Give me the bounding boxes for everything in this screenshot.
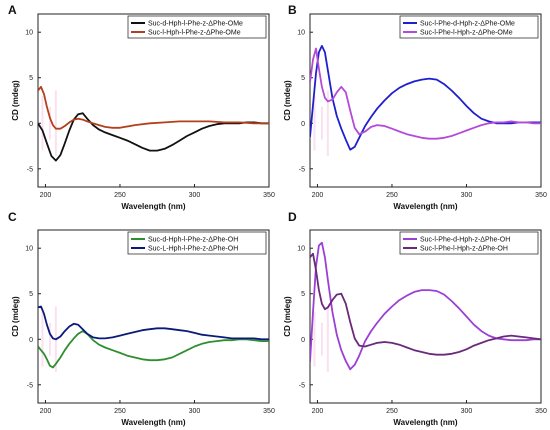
y-tick-label: 10 [297,246,305,253]
x-tick-label: 300 [189,192,201,199]
x-tick-label: 250 [386,408,398,415]
y-tick-label: 5 [301,291,305,298]
y-tick-label: -5 [27,166,33,173]
y-tick-label: 10 [297,30,305,37]
chart-panel-d: D 200 250 300 350 -5 0 5 10 Wavelength (nm) CD (md… [283,210,547,427]
x-tick-label: 300 [461,192,473,199]
noise-band [41,90,57,157]
legend: Suc-d-Hph-l-Phe-z-ΔPhe-OH Suc-L-Hph-l-Phe… [127,231,267,255]
series-line-1 [310,45,541,151]
y-axis-label: CD (mdeg) [283,296,292,337]
y-axis-label: CD (mdeg) [283,80,292,121]
legend: Suc-l-Phe-d-Hph-z-ΔPhe-OMe Suc-l-Phe-l-Hp… [399,15,539,39]
x-tick-label: 200 [40,192,52,199]
legend-label: Suc-l-Phe-l-Hph-z-ΔPhe-OMe [420,30,513,37]
y-tick-label: -5 [299,166,305,173]
plot-frame [309,229,542,404]
x-axis-label: Wavelength (nm) [121,418,185,427]
y-tick-label: -5 [299,382,305,389]
legend: Suc-l-Phe-d-Hph-z-ΔPhe-OH Suc-l-Phe-l-Hph… [399,231,539,255]
y-axis-label: CD (mdeg) [11,80,20,121]
x-tick-label: 200 [40,408,52,415]
legend-label: Suc-l-Phe-l-Hph-z-ΔPhe-OH [420,246,508,253]
legend-label: Suc-l-Phe-d-Hph-z-ΔPhe-OMe [420,21,515,28]
x-tick-label: 200 [312,192,324,199]
chart-panel-b: B 200 250 300 350 -5 0 5 10 Wavelength (nm) CD (md… [283,3,547,211]
x-tick-label: 300 [189,408,201,415]
y-tick-label: 10 [25,246,33,253]
legend-label: Suc-L-Hph-l-Phe-z-ΔPhe-OH [148,246,238,253]
series-line-1 [310,241,541,371]
x-tick-label: 350 [263,192,275,199]
panel-letter: A [8,3,17,17]
series-line-2 [38,305,269,341]
x-axis-label: Wavelength (nm) [393,418,457,427]
y-tick-label: 0 [29,337,33,344]
legend-label: Suc-d-Hph-l-Phe-z-ΔPhe-OH [148,237,238,244]
panel-letter: C [8,210,17,224]
legend-label: Suc-l-Phe-d-Hph-z-ΔPhe-OH [420,237,510,244]
y-tick-label: 0 [301,121,305,128]
x-tick-label: 200 [312,408,324,415]
y-tick-label: 0 [29,121,33,128]
x-tick-label: 350 [535,408,547,415]
y-tick-label: 5 [29,75,33,82]
chart-panel-c: C 200 250 300 350 -5 0 5 10 Wavelength (nm) CD (md… [8,210,275,427]
series-line-2 [38,85,269,130]
x-axis-label: Wavelength (nm) [121,202,185,211]
legend-box [399,231,539,255]
x-tick-label: 350 [535,192,547,199]
series-line-2 [310,47,541,140]
legend-box [127,231,267,255]
legend-box [399,15,539,39]
y-tick-label: 5 [29,291,33,298]
x-tick-label: 250 [114,408,126,415]
panel-letter: D [288,210,297,224]
y-tick-label: 0 [301,337,305,344]
series-line-2 [310,252,541,356]
plot-frame [37,13,270,188]
series-line-1 [38,330,269,369]
legend: Suc-d-Hph-l-Phe-z-ΔPhe-OMe Suc-l-Hph-l-Ph… [127,15,267,39]
y-tick-label: 5 [301,75,305,82]
plot-frame [37,229,270,404]
legend-box [127,15,267,39]
legend-label: Suc-d-Hph-l-Phe-z-ΔPhe-OMe [148,21,243,28]
noise-band [313,306,329,373]
panel-letter: B [288,3,297,17]
y-tick-label: 10 [25,30,33,37]
x-axis-label: Wavelength (nm) [393,202,457,211]
y-tick-label: -5 [27,382,33,389]
legend-label: Suc-l-Hph-l-Phe-z-ΔPhe-OMe [148,30,241,37]
x-tick-label: 250 [114,192,126,199]
plot-frame [309,13,542,188]
chart-panel-a: A 200 250 300 350 -5 0 5 10 Wavelength (nm) CD (md… [8,3,275,211]
x-tick-label: 350 [263,408,275,415]
y-axis-label: CD (mdeg) [11,296,20,337]
x-tick-label: 300 [461,408,473,415]
x-tick-label: 250 [386,192,398,199]
